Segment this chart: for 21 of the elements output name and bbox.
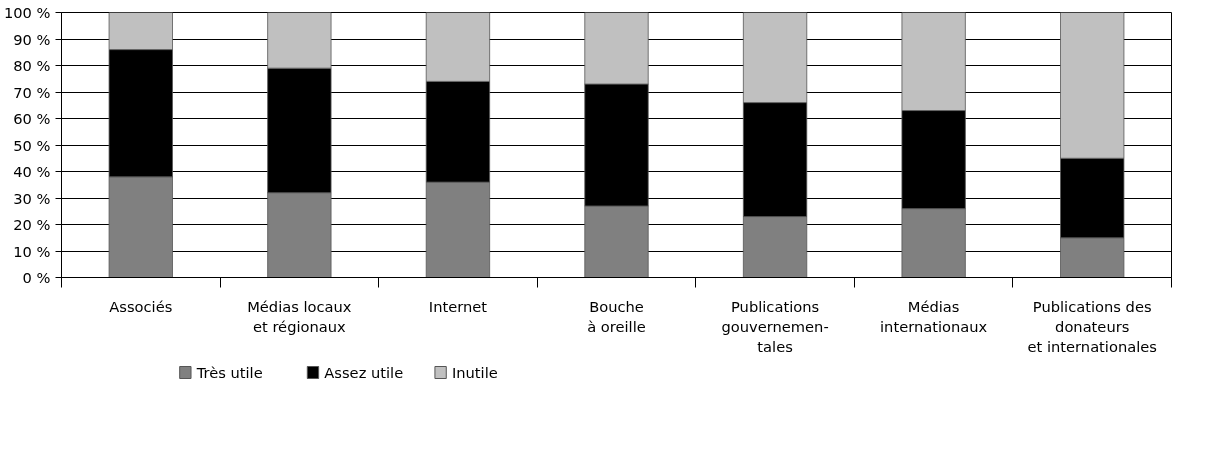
y-tick-label: 20 % bbox=[13, 216, 51, 233]
y-tick-label: 10 % bbox=[13, 242, 51, 260]
x-tick-label: Publications gouvernemen- tales bbox=[721, 297, 829, 356]
x-tick-label: Internet bbox=[428, 297, 488, 315]
y-tick-label: 100 % bbox=[3, 4, 51, 21]
x-tick-label: Publications des donateurs et internationales bbox=[1027, 297, 1157, 356]
x-tick-label: Médias internationaux bbox=[880, 297, 988, 335]
y-tick-label: 80 % bbox=[13, 57, 51, 74]
y-tick-label: 90 % bbox=[13, 30, 51, 48]
x-tick-label: Associés bbox=[109, 297, 173, 315]
legend-label: Inutile bbox=[451, 364, 498, 381]
legend-label: Très utile bbox=[195, 364, 263, 381]
x-tick-label: Médias locaux et régionaux bbox=[247, 297, 352, 335]
legend-label: Assez utile bbox=[324, 364, 404, 381]
y-tick-label: 30 % bbox=[13, 189, 51, 207]
y-tick-label: 60 % bbox=[13, 110, 51, 127]
y-tick-label: 40 % bbox=[13, 163, 51, 180]
y-tick-label: 70 % bbox=[13, 83, 51, 101]
y-tick-label: 50 % bbox=[13, 136, 51, 154]
y-tick-label: 0 % bbox=[22, 269, 51, 286]
x-tick-label: Bouche à oreille bbox=[587, 297, 646, 335]
